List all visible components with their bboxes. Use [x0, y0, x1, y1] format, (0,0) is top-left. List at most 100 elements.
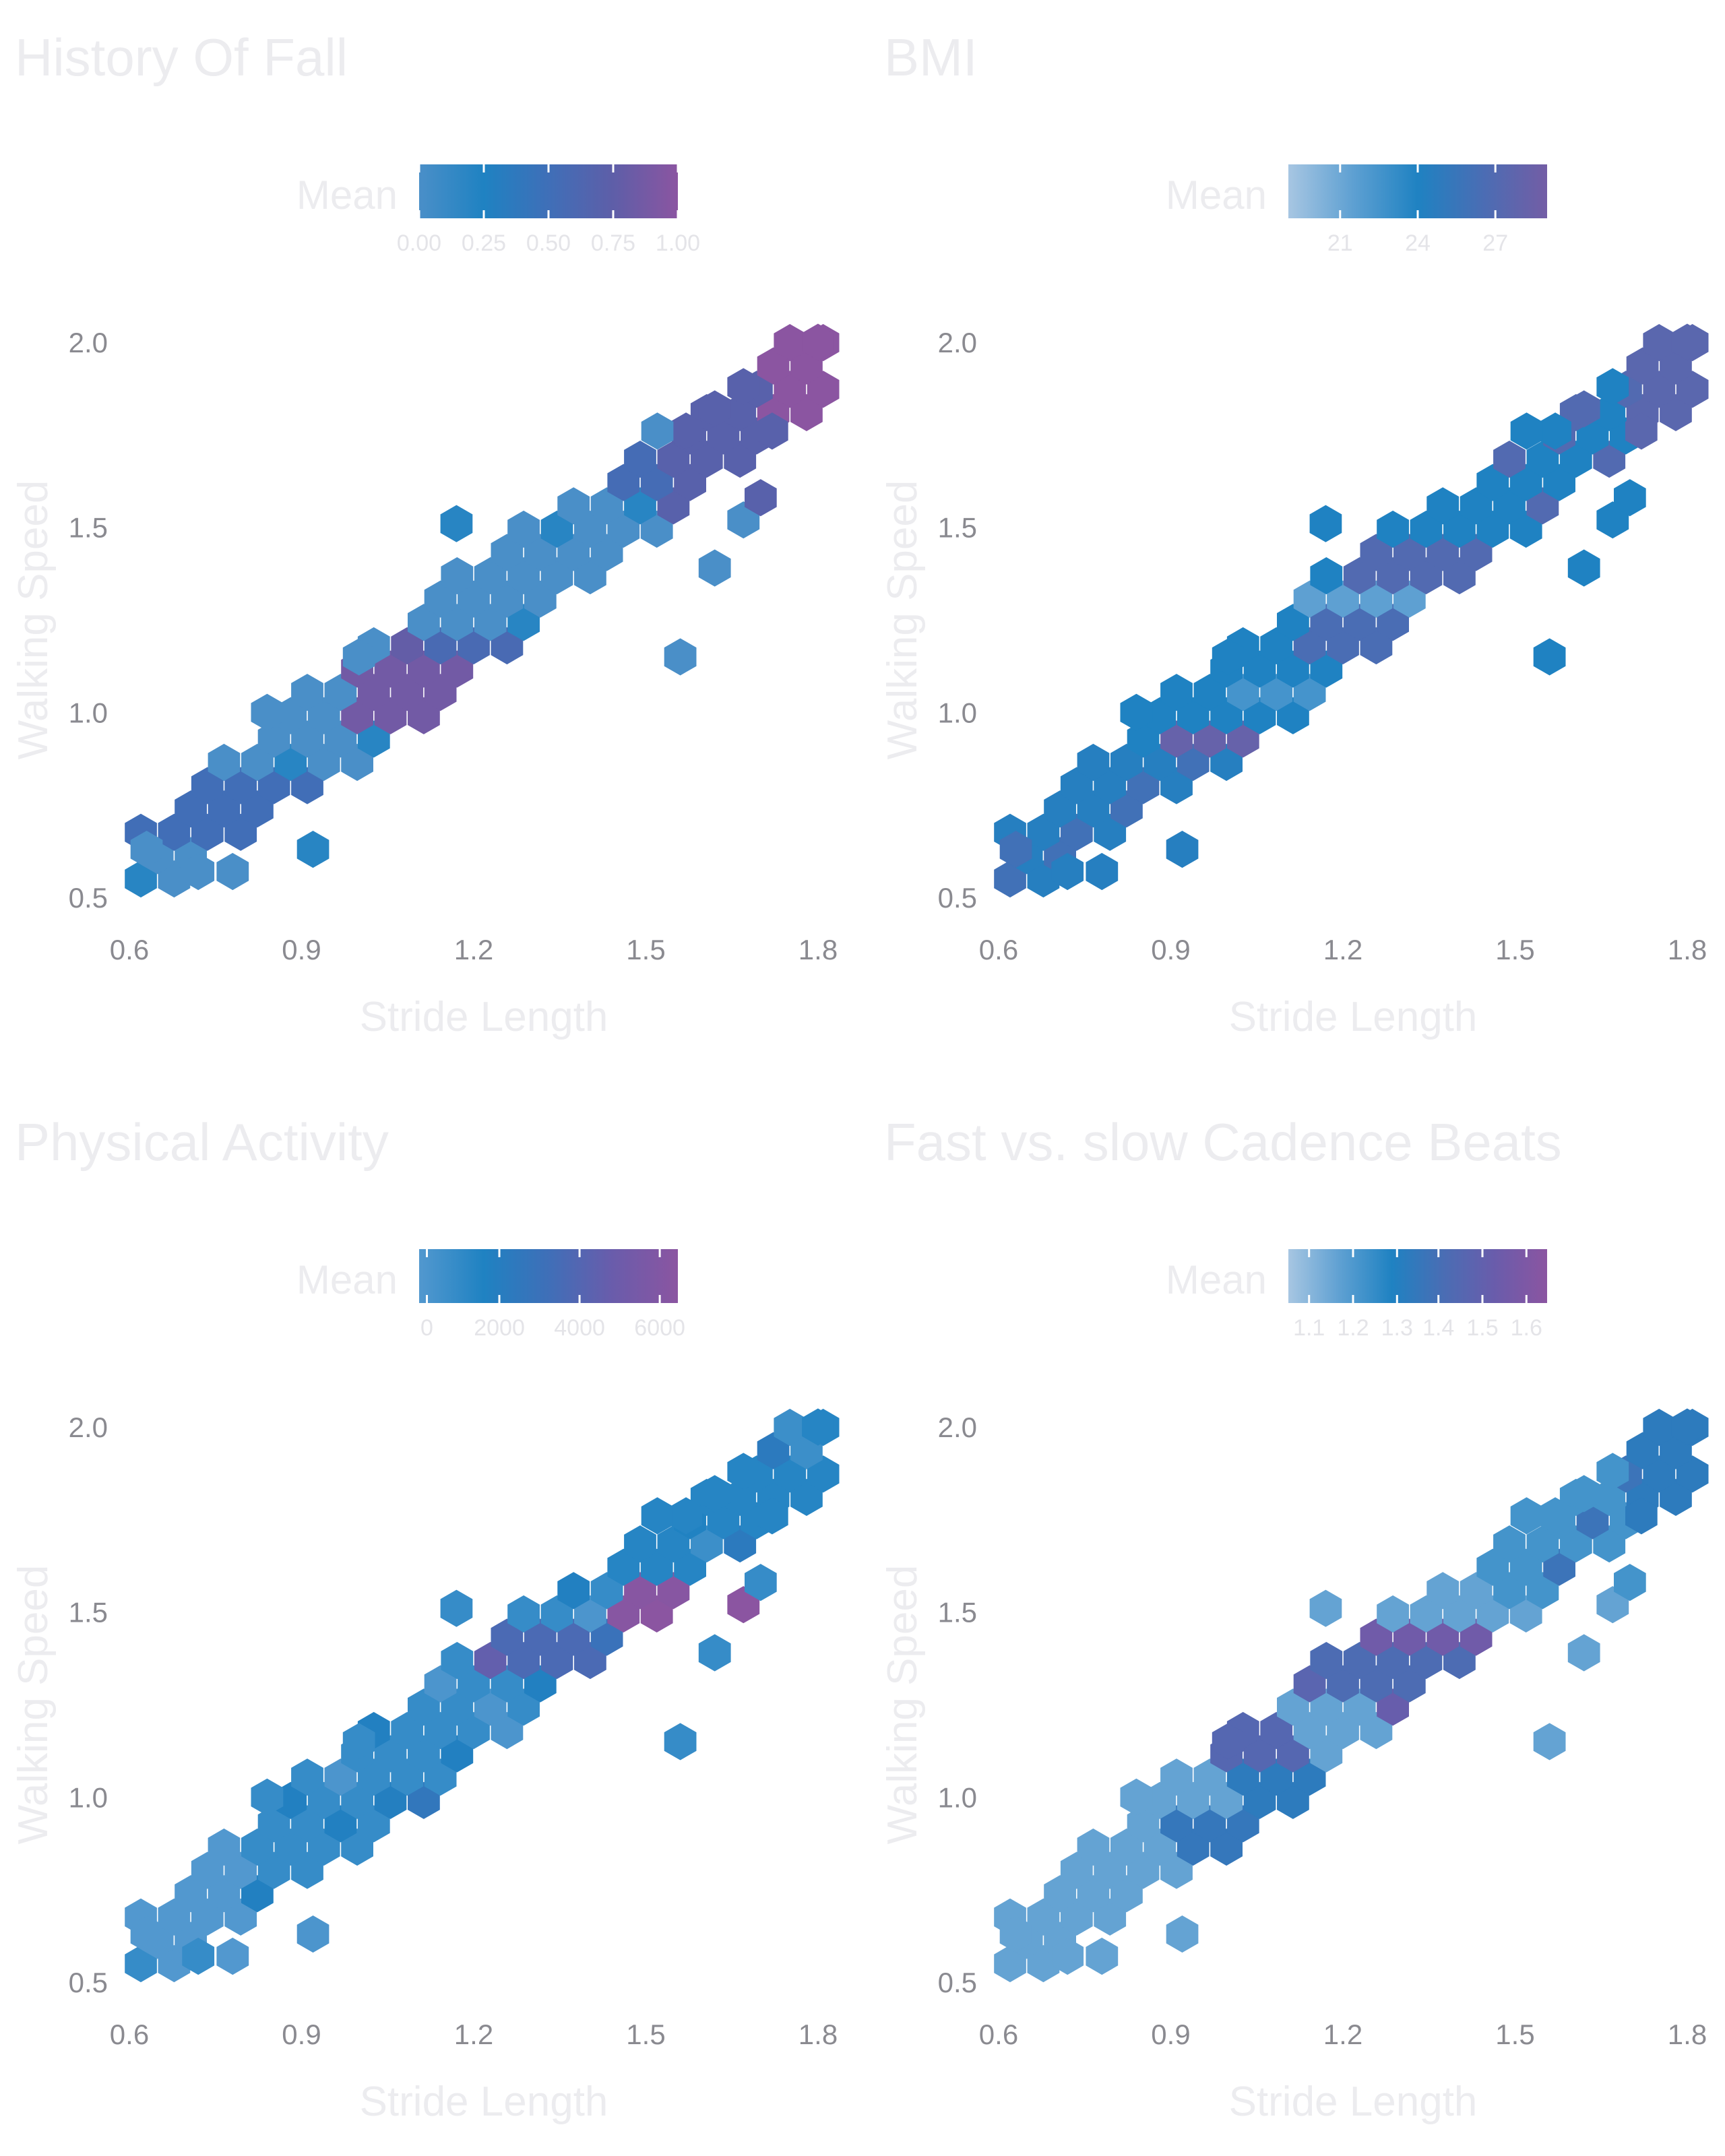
- x-tick-label: 0.9: [1151, 2019, 1190, 2050]
- hexbin-cell: [1212, 1723, 1245, 1761]
- hexbin-cell: [1309, 505, 1342, 542]
- legend-tick-label: 6000: [634, 1315, 685, 1341]
- hexbin-cell: [440, 505, 473, 542]
- y-tick-label: 0.5: [938, 882, 977, 914]
- y-tick-label: 1.0: [938, 1781, 977, 1813]
- hexbin-cell: [1510, 1497, 1543, 1535]
- y-tick-label: 2.0: [69, 1412, 108, 1443]
- hexbin-cell: [1567, 1475, 1600, 1513]
- chart-title: Fast vs. slow Cadence Beats: [884, 1112, 1562, 1172]
- hexbin-cell: [756, 412, 788, 450]
- hexbin-cell: [342, 1723, 375, 1761]
- chart-panel: Physical Activity Mean 0 2000 4000 6000 0.6 0.9…: [10, 1112, 840, 2125]
- hexbin-cell: [208, 1828, 241, 1866]
- hexbin-cell: [1625, 1497, 1658, 1535]
- x-tick-label: 0.9: [282, 934, 321, 965]
- y-tick-label: 2.0: [938, 327, 977, 358]
- hexbin-cell: [216, 1937, 249, 1975]
- legend-tick-label: 1.2: [1337, 1315, 1369, 1341]
- legend-title: Mean: [1166, 1257, 1267, 1302]
- hexbin-cell: [1212, 638, 1245, 676]
- hexbin-cell: [208, 743, 241, 782]
- x-tick-label: 1.2: [1323, 934, 1362, 965]
- chart-title: Physical Activity: [15, 1112, 389, 1172]
- legend-colorbar: [1288, 1249, 1547, 1303]
- hexbin-cell: [745, 1564, 777, 1602]
- hexbin-cell: [624, 441, 656, 478]
- x-axis-label: Stride Length: [1229, 2079, 1478, 2125]
- hexbin-cell: [441, 1642, 474, 1680]
- hexbin-cell: [182, 1937, 215, 1975]
- hexbin-cell: [1426, 487, 1460, 525]
- hexbin-cell: [130, 831, 163, 868]
- x-tick-label: 0.6: [110, 2019, 149, 2050]
- x-tick-label: 1.2: [454, 934, 493, 965]
- y-tick-label: 2.0: [938, 1412, 977, 1443]
- hexbin-cell: [251, 693, 284, 731]
- hexbin-cell: [756, 1497, 788, 1535]
- hexbin-cell: [130, 1915, 163, 1953]
- hexbin-cell: [1051, 852, 1084, 891]
- hexbin-cell: [1533, 1723, 1566, 1761]
- legend-tick-label: 1.1: [1293, 1315, 1325, 1341]
- hexbin-cell: [1086, 852, 1119, 891]
- hexbin-cell: [1614, 479, 1646, 517]
- hexbin-cell: [624, 1525, 656, 1563]
- hexbin-cell: [1086, 1937, 1119, 1975]
- x-tick-label: 0.6: [979, 934, 1018, 965]
- y-tick-label: 1.0: [69, 1781, 108, 1813]
- legend-colorbar: [419, 1249, 678, 1303]
- legend-tick-label: 24: [1405, 230, 1431, 256]
- legend-tick-label: 1.4: [1422, 1315, 1454, 1341]
- hexbin-cell: [440, 1589, 473, 1627]
- legend-tick-label: 1.6: [1511, 1315, 1542, 1341]
- hexbin-cell: [1160, 674, 1193, 711]
- hexbin-cell: [507, 1595, 540, 1632]
- y-axis-label: Walking Speed: [879, 1565, 926, 1845]
- hexbin-cell: [1596, 368, 1629, 406]
- x-axis-label: Stride Length: [1229, 994, 1478, 1040]
- hexbin-cell: [999, 831, 1032, 868]
- hexbin-cell: [1377, 510, 1409, 548]
- x-tick-label: 1.5: [626, 934, 665, 965]
- hexbin-cell: [1567, 549, 1600, 587]
- hexbin-cell: [296, 1915, 330, 1953]
- x-tick-label: 1.2: [1323, 2019, 1362, 2050]
- hexbin-cell: [216, 852, 249, 891]
- legend-tick-label: 0.50: [526, 230, 571, 256]
- chart-panel: BMI Mean 21 24 27 0.6 0.9 1.2 1.5 1.8 0.5 1.0 1.5 2.0…: [879, 28, 1709, 1040]
- hexbin-cell: [664, 638, 697, 676]
- hexbin-cell: [802, 323, 834, 361]
- legend-title: Mean: [296, 1257, 398, 1302]
- hexbin-cell: [1166, 1915, 1199, 1953]
- legend-tick-label: 0.25: [462, 230, 506, 256]
- x-tick-label: 0.9: [1151, 934, 1190, 965]
- legend-tick-label: 1.00: [656, 230, 700, 256]
- hexbin-cell: [1166, 831, 1199, 868]
- y-tick-label: 0.5: [69, 1967, 108, 1998]
- legend-title: Mean: [296, 172, 398, 218]
- legend-colorbar: [419, 164, 678, 218]
- x-tick-label: 1.8: [1668, 934, 1707, 965]
- y-axis-label: Walking Speed: [10, 1565, 57, 1845]
- y-tick-label: 1.0: [69, 697, 108, 728]
- hexbin-cell: [1426, 1572, 1460, 1610]
- y-tick-label: 0.5: [69, 882, 108, 914]
- y-axis-label: Walking Speed: [10, 480, 57, 760]
- hexbin-cell: [1671, 1408, 1703, 1446]
- hexbin-cell: [698, 1634, 731, 1672]
- hexbin-cell: [1671, 323, 1703, 361]
- hexbin-cell: [291, 674, 323, 711]
- x-tick-label: 0.6: [110, 934, 149, 965]
- hexbin-cell: [664, 1723, 697, 1761]
- hexbin-cell: [802, 1408, 834, 1446]
- hexbin-cell: [1310, 557, 1343, 595]
- hexbin-cell: [557, 1572, 590, 1610]
- hexbin-cell: [1596, 1453, 1629, 1490]
- chart-title: History Of Fall: [15, 28, 348, 87]
- hexbin-cell: [1510, 412, 1543, 450]
- hexbin-cell: [698, 390, 731, 428]
- hexbin-cell: [727, 1453, 760, 1490]
- hexbin-cell: [251, 1778, 284, 1816]
